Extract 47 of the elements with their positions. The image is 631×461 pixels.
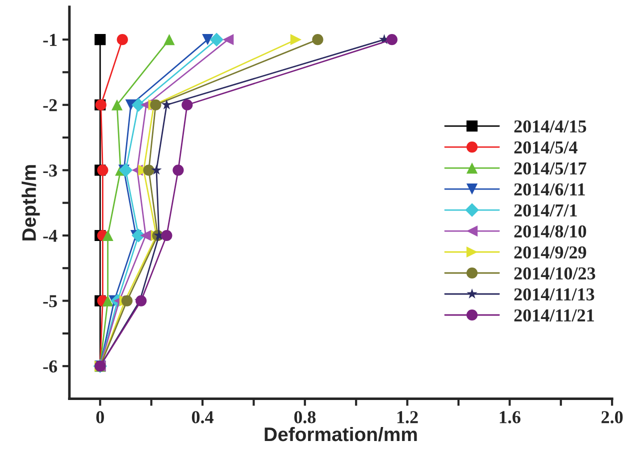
point [102, 295, 114, 306]
point [161, 230, 172, 242]
legend-label: 2014/5/17 [514, 162, 586, 175]
x-tick-label: 2.0 [602, 411, 623, 424]
point [161, 99, 172, 110]
point [151, 164, 162, 175]
point [182, 99, 193, 110]
point [132, 98, 146, 112]
point [222, 34, 234, 46]
legend-label: 2014/6/11 [514, 183, 585, 196]
y-tick-label: -5 [43, 295, 57, 308]
y-tick-label: -2 [43, 99, 57, 112]
legend-label: 2014/10/23 [514, 267, 596, 280]
point [102, 230, 114, 242]
legend-label: 2014/7/1 [514, 204, 577, 217]
y-tick-label: -3 [43, 164, 57, 177]
point [140, 230, 152, 242]
legend-label: 2014/9/29 [514, 246, 586, 259]
point [143, 164, 154, 176]
x-axis-title: Deformation/mm [264, 426, 417, 442]
y-tick-label: -6 [43, 360, 58, 373]
point [202, 34, 214, 46]
legend-label: 2014/11/21 [514, 309, 594, 322]
x-tick-label: 0.8 [294, 411, 316, 424]
legend-label: 2014/4/15 [514, 120, 586, 133]
point [97, 164, 108, 176]
x-tick-label: 0.4 [192, 411, 214, 424]
legend-label: 2014/5/4 [514, 141, 578, 154]
point [125, 99, 136, 110]
x-tick-label: 1.6 [500, 411, 520, 424]
y-tick-label: -4 [43, 230, 58, 242]
y-axis-title: Depth/m [22, 165, 40, 240]
point [312, 34, 324, 46]
x-tick-label: 0 [96, 411, 104, 424]
point [210, 32, 224, 46]
point [116, 34, 128, 46]
point [111, 99, 123, 110]
point [164, 34, 175, 46]
legend-label: 2014/11/13 [514, 288, 594, 300]
point [290, 34, 302, 46]
point [94, 34, 106, 46]
point [118, 163, 133, 178]
point [386, 34, 398, 46]
point [172, 164, 184, 176]
legend-label: 2014/8/10 [514, 225, 586, 238]
y-tick-label: -1 [43, 34, 57, 46]
x-tick-label: 1.2 [397, 411, 418, 424]
